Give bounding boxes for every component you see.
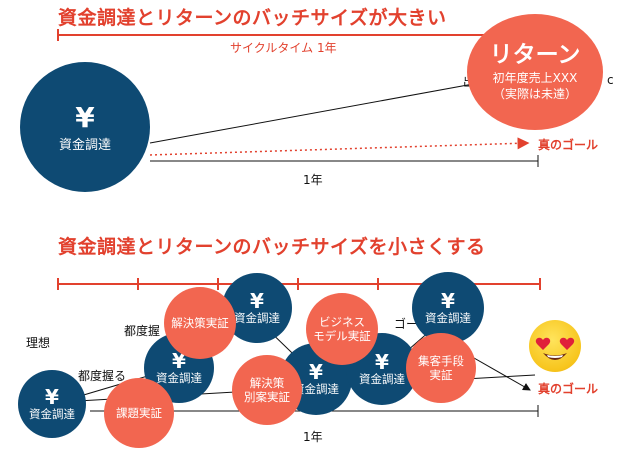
yen-icon: ¥ xyxy=(375,349,389,374)
step-circle-3: 解決策 別案実証 xyxy=(232,355,302,425)
yen-icon: ¥ xyxy=(309,359,323,384)
heart-eyes-emoji-icon xyxy=(529,320,581,372)
return-line-2: （実際は未達） xyxy=(492,86,577,101)
expected-line xyxy=(149,79,496,144)
return-line-1: 初年度売上XXX xyxy=(492,70,578,85)
top-title: 資金調達とリターンのバッチサイズが大きい xyxy=(58,7,447,29)
yen-icon: ¥ xyxy=(45,384,59,409)
fund-label: 資金調達 xyxy=(29,406,75,421)
bottom-title: 資金調達とリターンのバッチサイズを小さくする xyxy=(58,236,486,258)
return-title: リターン xyxy=(489,42,581,69)
yen-icon: ¥ xyxy=(75,100,95,134)
fund-label: 資金調達 xyxy=(58,138,111,154)
year-bracket-top xyxy=(150,155,539,167)
cycle-time-label: サイクルタイム 1年 xyxy=(230,41,337,55)
step-label-line-1: ビジネス xyxy=(319,314,365,329)
tsudo-label-1: 都度握 xyxy=(124,324,161,338)
step-circle-1: 課題実証 xyxy=(104,378,174,448)
step-label: 課題実証 xyxy=(116,405,162,420)
yen-icon: ¥ xyxy=(250,288,264,313)
ideal-label: 理想 xyxy=(26,336,51,350)
top-year-label: 1年 xyxy=(303,173,323,187)
step-circle-5: 集客手段 実証 xyxy=(406,333,476,403)
fund-circle-large: ¥ 資金調達 xyxy=(20,62,150,192)
fund-label: 資金調達 xyxy=(156,370,202,385)
fund-label: 資金調達 xyxy=(234,310,280,325)
fund-label: 資金調達 xyxy=(359,371,405,386)
goal-partial-label: ゴー xyxy=(394,317,419,331)
hidden-label-right: c xyxy=(607,73,614,87)
top-goal-label: 真のゴール xyxy=(538,138,599,152)
step-circle-4: ビジネス モデル実証 xyxy=(306,293,378,365)
fund-label: 資金調達 xyxy=(425,310,471,325)
step-label-line-2: 別案実証 xyxy=(244,390,290,404)
step-label-line-2: モデル実証 xyxy=(313,329,371,343)
step-label-line-1: 集客手段 xyxy=(418,353,464,368)
tsudo-label-2: 都度握る xyxy=(78,369,127,383)
bottom-goal-label: 真のゴール xyxy=(538,382,599,396)
yen-icon: ¥ xyxy=(172,348,186,373)
fund-label: 資金調達 xyxy=(293,381,339,396)
step-circle-2: 解決策実証 xyxy=(164,287,236,359)
yen-icon: ¥ xyxy=(441,288,455,313)
return-circle: リターン 初年度売上XXX （実際は未達） xyxy=(467,14,603,130)
step-label-line-1: 解決策 xyxy=(249,375,285,390)
goal-dotted-line xyxy=(149,137,530,156)
fund-circle-1: ¥ 資金調達 xyxy=(18,370,86,438)
bottom-year-label: 1年 xyxy=(303,430,323,444)
step-label: 解決策実証 xyxy=(171,315,229,330)
fund-circle-6: ¥ 資金調達 xyxy=(412,272,484,344)
step-label-line-2: 実証 xyxy=(429,368,453,382)
